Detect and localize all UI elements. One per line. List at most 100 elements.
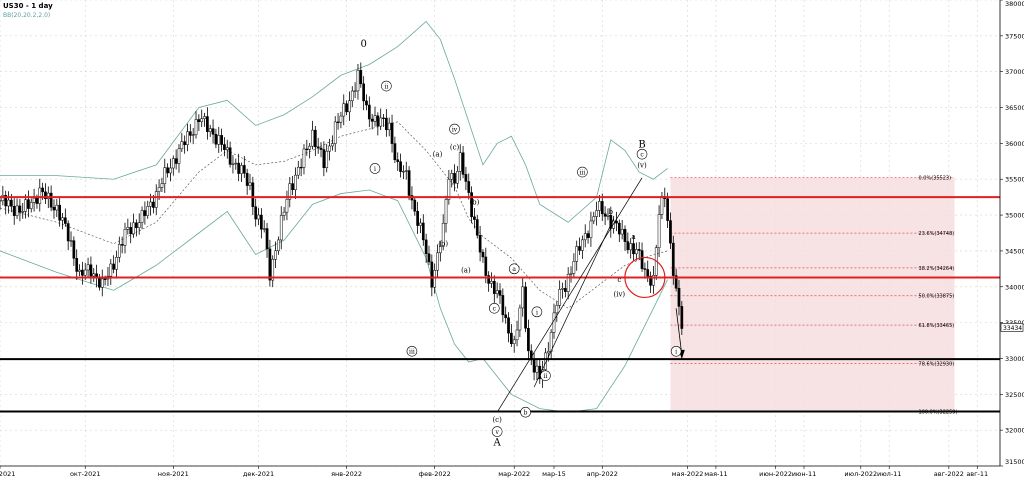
candle-body [518,307,522,331]
candle-body [481,251,485,258]
candle-body [123,229,127,246]
x-tick-label: апр-2022 [587,470,618,478]
candle-body [450,173,454,180]
wave-label-circle [508,263,520,275]
y-tick-label: 37500 [1005,32,1024,40]
candle-body [35,197,39,204]
candle-body [223,144,226,150]
candle-body [257,214,260,220]
y-tick-label: 35500 [1005,176,1024,184]
candle-body [140,210,144,223]
wave-label: c [493,306,497,313]
time-axis[interactable]: сен-2021 окт-2021 ноя-2021 дек-2021 янв-2022… [0,465,1000,478]
candle-body [308,145,312,150]
candle-body [561,288,564,290]
candle-body [546,351,550,354]
candle-body [234,162,238,165]
y-tick-label: 38000 [1005,0,1024,8]
candle-body [441,222,445,247]
candle-body [0,200,2,202]
candle-body [674,275,678,289]
candle-body [132,222,135,235]
candle-body [316,146,320,149]
candle-body [671,242,675,276]
candle-body [61,217,64,221]
y-tick-label: 37000 [1005,68,1024,76]
candle-body [507,317,510,334]
candle-body [225,147,229,150]
candle-body [495,290,499,294]
candle-body [475,219,479,236]
trend-line [533,218,614,388]
candle-body [78,269,81,272]
candle-body [552,312,556,333]
candle-body [197,119,201,123]
candle-body [214,133,218,145]
candle-body [282,211,286,216]
symbol-label: US30 [3,2,24,10]
wave-label: c [640,152,644,159]
candle-body [549,332,553,352]
candle-body [86,264,90,271]
candle-body [4,195,8,207]
candle-body [98,277,101,288]
candle-body [46,192,50,200]
wave-label: A [493,438,502,449]
wave-label-circle [577,166,588,178]
candle-body [333,121,337,144]
candle-body [353,90,357,92]
candle-body [635,249,638,255]
candle-body [44,191,47,200]
wave-label: ii [544,373,548,380]
candle-body [143,210,147,216]
candle-body [632,243,635,255]
candle-body [569,273,573,275]
candle-body [29,202,33,209]
fib-level-label: 50.0%(33875) [919,294,955,300]
candle-body [313,129,317,148]
candle-body [447,179,451,200]
candle-body [325,150,329,169]
wave-label-circle [670,345,682,357]
candle-body [183,141,187,145]
x-tick-label: июл-11 [877,470,901,478]
price-axis[interactable]: 3150032000325003300033500340003450035000… [999,0,1024,467]
candle-body [444,199,448,224]
candle-body [274,250,277,260]
price-tag-box [1000,323,1024,332]
candle-body [265,228,269,250]
candle-body [63,217,67,224]
candle-body [137,222,141,228]
y-tick-label: 34000 [1005,283,1024,291]
horizontal-levels [0,196,1000,413]
candle-body [478,234,482,253]
candle-body [169,167,172,174]
wave-label: iii [580,169,586,176]
wave-label-circle [489,302,500,314]
candle-body [254,206,258,220]
candle-body [58,204,62,221]
candle-body [657,214,661,248]
candle-body [598,201,601,211]
candle-body [10,199,13,207]
candle-body [81,269,84,276]
y-tick-label: 36500 [1005,104,1024,112]
candle-body [362,83,365,102]
wave-label-circle [381,80,392,92]
candle-body [456,171,459,184]
candle-body [188,131,192,136]
candle-body [603,213,607,217]
candle-body [615,220,618,224]
candle-body [382,117,385,119]
candle-body [322,149,326,169]
candle-body [15,205,19,216]
trend-line [496,177,643,413]
candle-body [342,103,346,117]
candle-body [126,227,130,230]
candle-body [206,116,209,132]
candle-body [535,365,539,373]
candle-body [38,187,42,204]
candle-body [393,143,397,160]
candle-body [180,141,184,150]
